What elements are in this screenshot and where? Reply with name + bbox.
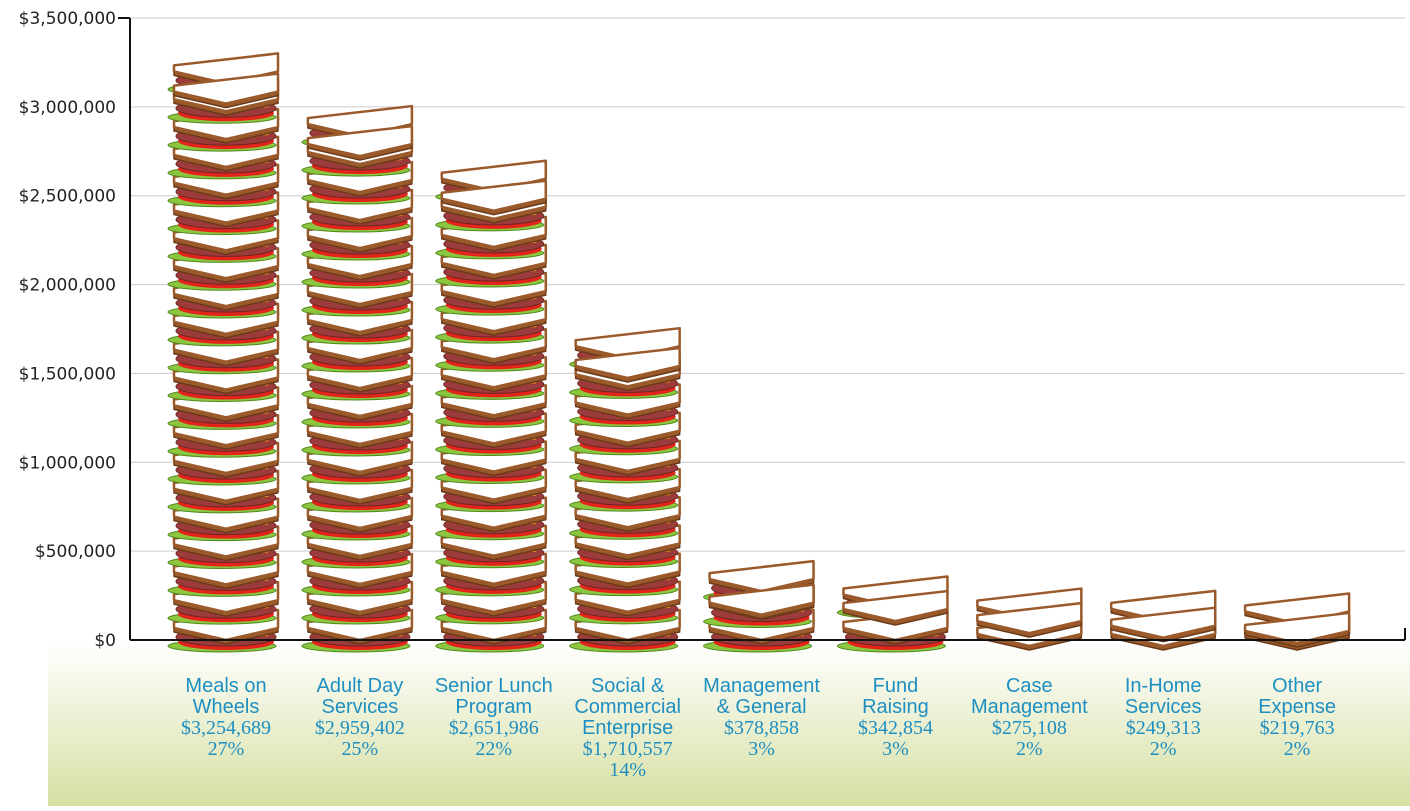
category-name-line: & General <box>716 696 807 718</box>
category-amount: $1,710,557 <box>582 738 673 760</box>
category-label: Meals on Wheels $3,254,689 27% <box>151 676 301 760</box>
category-amount: $3,254,689 <box>181 717 271 739</box>
category-amount: $219,763 <box>1259 717 1335 739</box>
bar-0 <box>167 52 280 653</box>
category-label: Case Management $275,108 2% <box>954 676 1104 760</box>
category-percent: 2% <box>1149 738 1177 760</box>
category-label: Fund Raising $342,854 3% <box>820 676 970 760</box>
bar-8 <box>1243 592 1351 651</box>
bar-3 <box>569 326 682 653</box>
category-percent: 2% <box>1015 738 1043 760</box>
category-amount: $378,858 <box>724 717 800 739</box>
category-percent: 3% <box>882 738 909 760</box>
category-name-line: Senior Lunch <box>434 675 553 697</box>
category-amount: $275,108 <box>991 717 1067 739</box>
category-percent: 25% <box>341 738 379 760</box>
category-amount: $2,959,402 <box>314 717 405 739</box>
y-tick-label: $0 <box>94 631 116 651</box>
category-name-line: Expense <box>1258 696 1337 718</box>
category-name-line: Adult Day <box>316 675 404 697</box>
category-amount: $249,313 <box>1125 717 1201 739</box>
bar-2 <box>435 159 548 653</box>
category-label: In-Home Services $249,313 2% <box>1088 676 1238 760</box>
category-percent: 14% <box>609 759 646 781</box>
category-name-line: Case <box>1005 675 1053 697</box>
category-name-line: Raising <box>862 696 929 718</box>
category-name-line: Enterprise <box>582 717 674 739</box>
category-amount: $342,854 <box>857 717 933 739</box>
category-name-line: Management <box>703 675 820 697</box>
footer-band <box>48 642 1410 806</box>
category-name-line: Social & <box>590 675 665 697</box>
y-tick-label: $2,500,000 <box>19 187 116 207</box>
bar-7 <box>1109 589 1217 651</box>
category-label: Other Expense $219,763 2% <box>1222 676 1372 760</box>
bars-layer <box>167 52 1351 653</box>
category-amount: $2,651,986 <box>448 717 539 739</box>
y-tick-label: $2,000,000 <box>19 276 116 296</box>
category-name-line: In-Home <box>1124 675 1202 697</box>
category-label: Management & General $378,858 3% <box>687 676 837 760</box>
y-tick-label: $500,000 <box>35 542 116 562</box>
category-label: Social & Commercial Enterprise $1,710,557 14… <box>553 676 703 781</box>
category-name-line: Management <box>970 696 1088 718</box>
category-name-line: Other <box>1272 675 1323 697</box>
bar-6 <box>976 587 1083 651</box>
category-label: Senior Lunch Program $2,651,986 22% <box>419 676 569 760</box>
bar-4 <box>703 559 816 653</box>
category-name-line: Program <box>455 696 533 718</box>
category-name-line: Commercial <box>574 696 681 718</box>
category-percent: 22% <box>475 738 513 760</box>
y-tick-label: $3,500,000 <box>19 9 116 29</box>
bar-5 <box>836 575 950 653</box>
category-percent: 3% <box>748 738 775 760</box>
category-name-line: Services <box>321 696 399 718</box>
category-name-line: Fund <box>872 675 919 697</box>
y-tick-label: $1,000,000 <box>19 453 116 473</box>
category-name-line: Services <box>1124 696 1202 718</box>
category-name-line: Meals on <box>185 675 267 697</box>
category-percent: 27% <box>207 738 245 760</box>
bar-1 <box>301 104 414 653</box>
y-tick-label: $3,000,000 <box>19 98 116 118</box>
axes <box>118 17 1406 641</box>
y-axis-ticks: $0 $500,000 $1,000,000 $1,500,000 $2,000,000… <box>19 9 116 651</box>
category-label: Adult Day Services $2,959,402 25% <box>285 676 435 760</box>
category-name-line: Wheels <box>192 696 260 718</box>
y-tick-label: $1,500,000 <box>19 364 116 384</box>
category-percent: 2% <box>1283 738 1311 760</box>
